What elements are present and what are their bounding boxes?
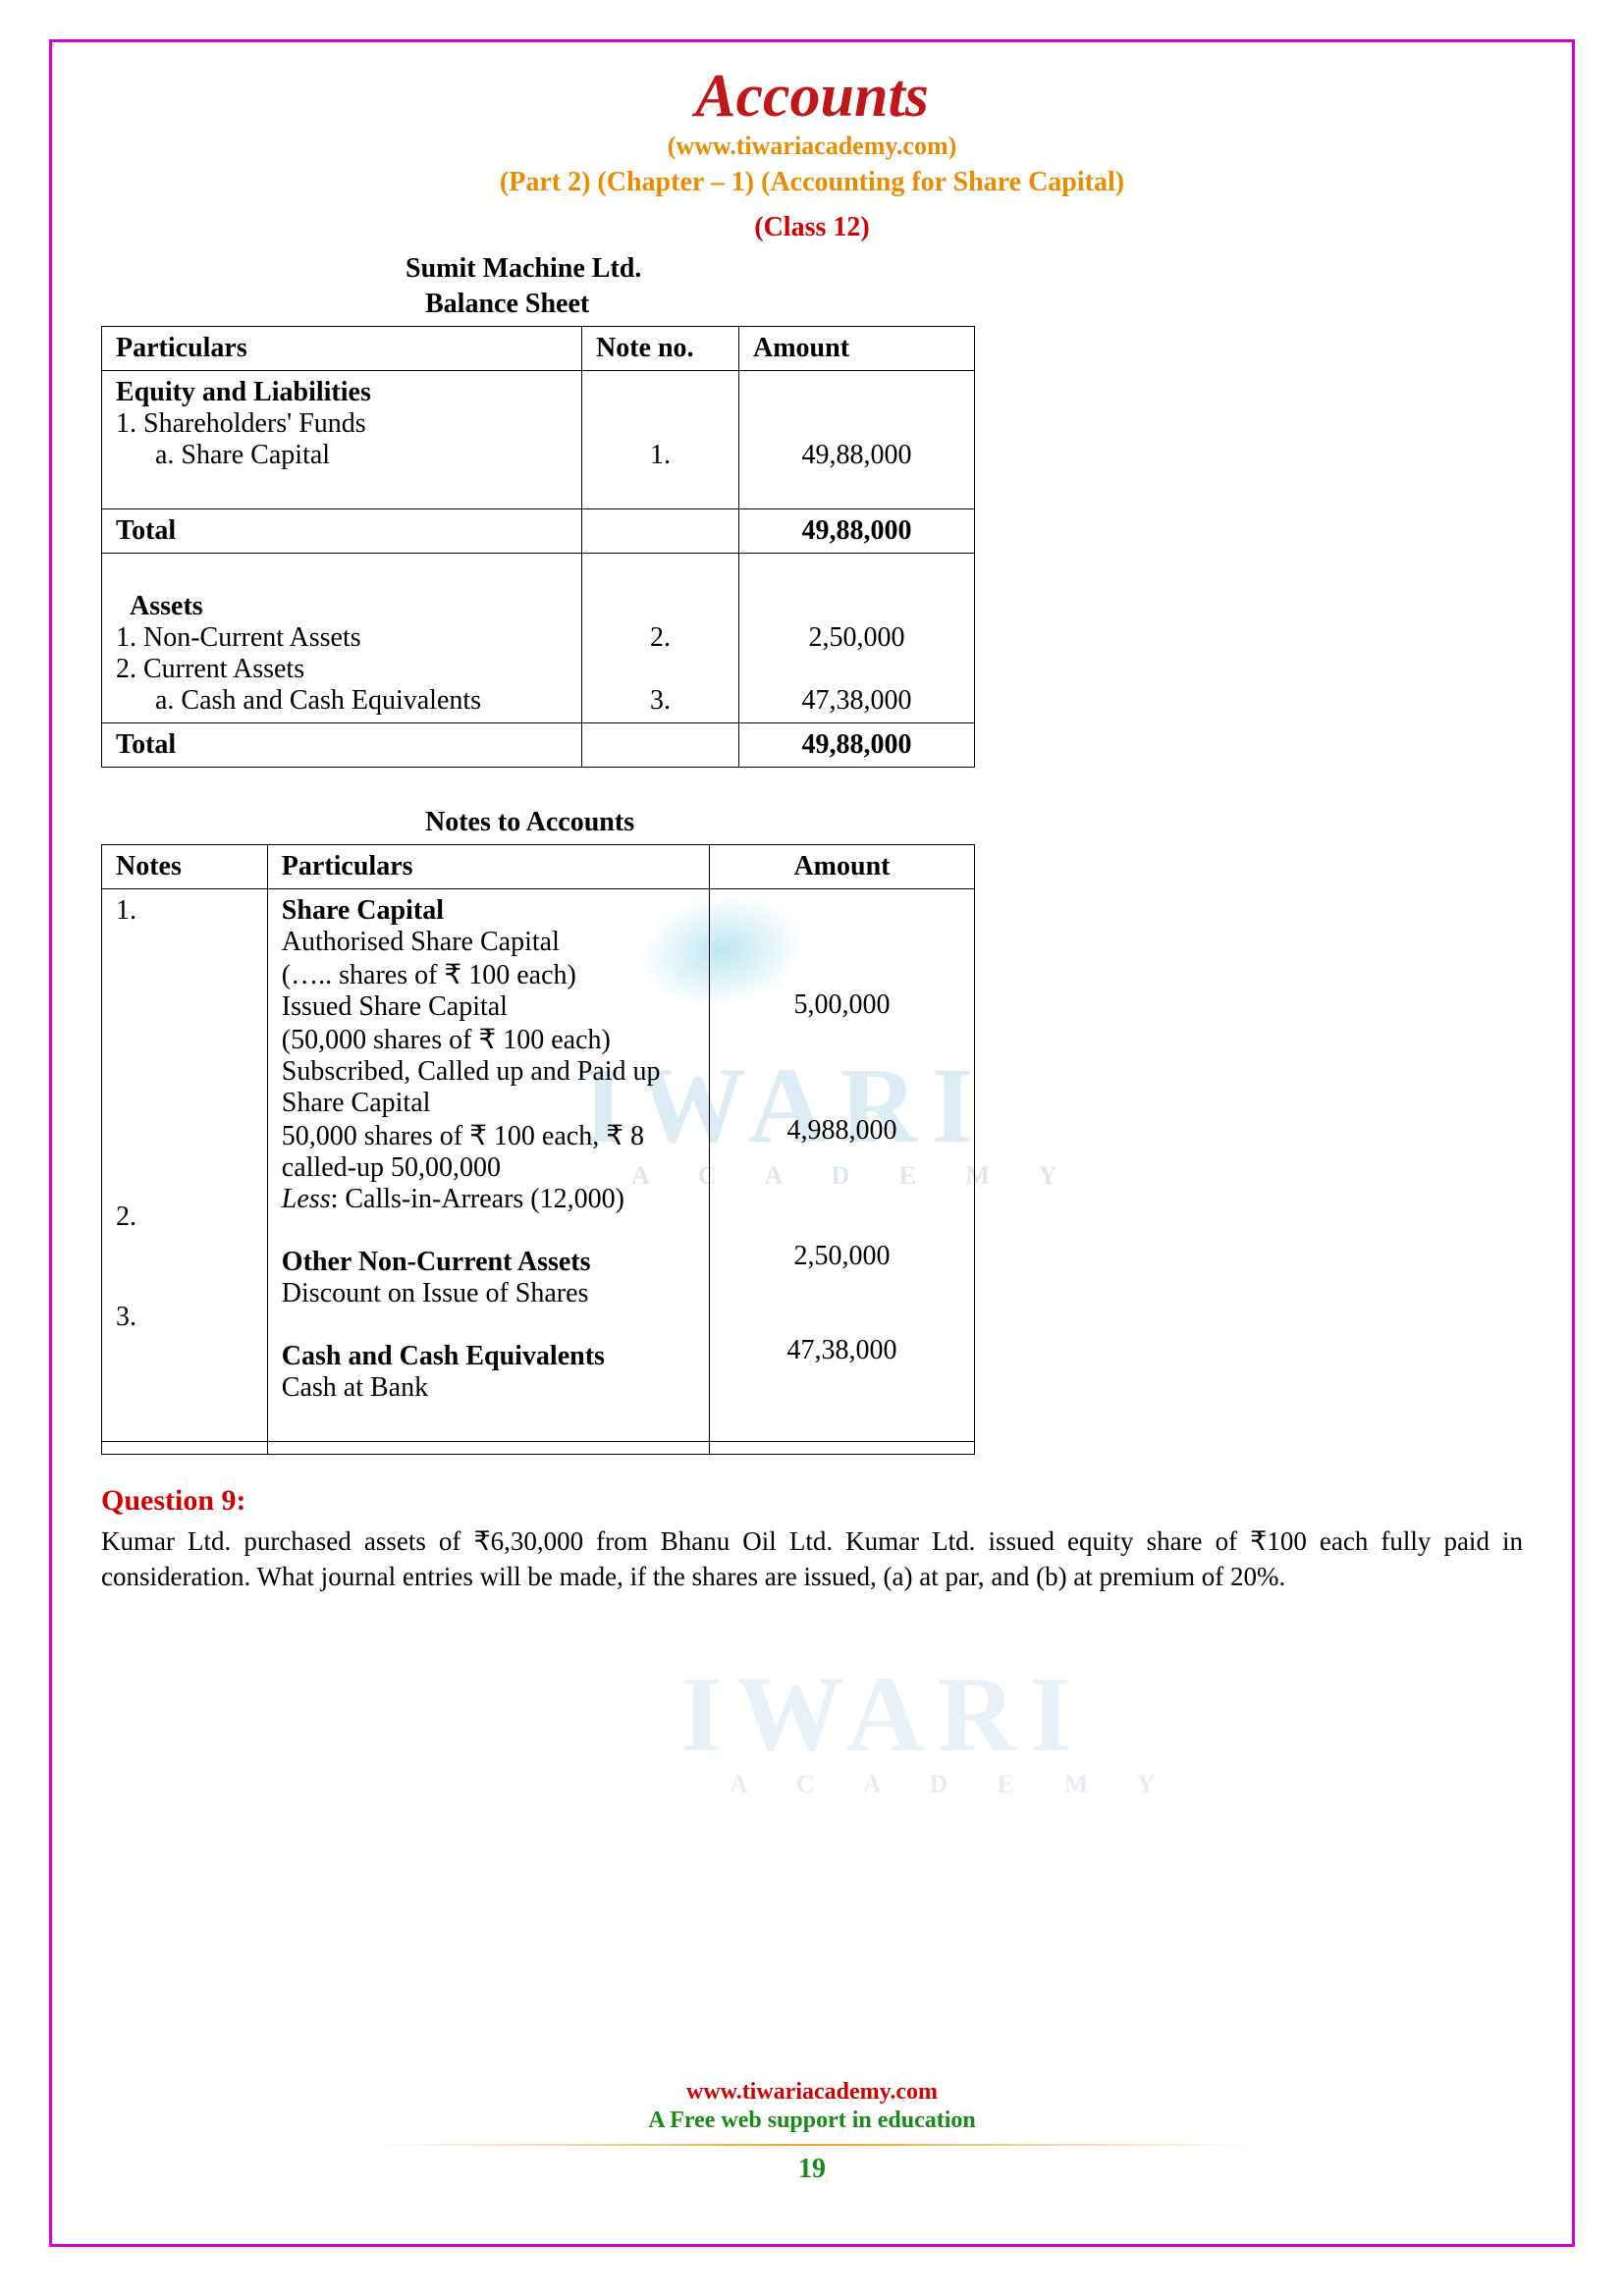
footer-tagline: A Free web support in education (52, 2108, 1572, 2134)
notes-col-particulars: Particulars (267, 845, 709, 889)
notes-heading: Notes to Accounts (425, 807, 1523, 838)
footer-link: www.tiwariacademy.com (52, 2079, 1572, 2106)
note1-num: 1. (116, 895, 253, 927)
header-link: (www.tiwariacademy.com) (72, 132, 1552, 161)
notes-table: Notes Particulars Amount 1. 2. 3. Share … (101, 844, 975, 1455)
balance-sheet-table: Particulars Note no. Amount Equity and L… (101, 326, 975, 768)
notes-col-amount: Amount (709, 845, 974, 889)
share-capital-label: a. Share Capital (116, 440, 330, 471)
note1-less-label: Less (282, 1184, 331, 1214)
total1-label: Total (102, 509, 582, 554)
note1-issued-amount: 5,00,000 (724, 989, 960, 1021)
non-current-note: 2. (596, 622, 725, 654)
question-text: Kumar Ltd. purchased assets of ₹6,30,000… (101, 1523, 1523, 1595)
watermark-brand-2: IWARI (680, 1652, 1085, 1777)
cash-equiv-note: 3. (596, 685, 725, 717)
non-current-amount: 2,50,000 (753, 622, 960, 654)
note3-amount: 47,38,000 (724, 1335, 960, 1366)
note2-amount: 2,50,000 (724, 1241, 960, 1272)
note3-num: 3. (116, 1302, 253, 1333)
note1-title: Share Capital (282, 895, 695, 927)
watermark-sub-2: A C A D E M Y (730, 1770, 1177, 1799)
class-label: (Class 12) (72, 212, 1552, 243)
total2-amount: 49,88,000 (739, 723, 975, 768)
page-title: Accounts (72, 62, 1552, 132)
footer-divider (370, 2144, 1254, 2146)
note1-issued-detail: (50,000 shares of ₹ 100 each) (282, 1023, 695, 1056)
header-subtitle: (Part 2) (Chapter – 1) (Accounting for S… (72, 167, 1552, 198)
note1-auth: Authorised Share Capital (282, 927, 695, 958)
total1-amount: 49,88,000 (739, 509, 975, 554)
note3-line: Cash at Bank (282, 1372, 695, 1404)
cash-equiv-label: a. Cash and Cash Equivalents (116, 685, 481, 717)
note1-subscribed-amount: 4,988,000 (724, 1115, 960, 1147)
col-note: Note no. (582, 327, 739, 371)
shareholders-funds: 1. Shareholders' Funds (116, 408, 568, 440)
note3-title: Cash and Cash Equivalents (282, 1341, 695, 1372)
col-amount: Amount (739, 327, 975, 371)
page-number: 19 (52, 2154, 1572, 2185)
note1-less-rest: : Calls-in-Arrears (12,000) (331, 1184, 624, 1214)
equity-heading: Equity and Liabilities (116, 377, 568, 408)
note1-issued: Issued Share Capital (282, 991, 695, 1023)
assets-heading: Assets (116, 591, 203, 622)
col-particulars: Particulars (102, 327, 582, 371)
note1-auth-detail: (….. shares of ₹ 100 each) (282, 958, 695, 991)
note2-title: Other Non-Current Assets (282, 1247, 695, 1278)
non-current-label: 1. Non-Current Assets (116, 622, 568, 654)
notes-col-notes: Notes (102, 845, 268, 889)
company-name: Sumit Machine Ltd. (406, 253, 1523, 285)
share-capital-amount: 49,88,000 (753, 440, 960, 471)
balance-sheet-heading: Balance Sheet (425, 289, 1523, 320)
total2-label: Total (102, 723, 582, 768)
note2-line: Discount on Issue of Shares (282, 1278, 695, 1309)
cash-equiv-amount: 47,38,000 (753, 685, 960, 717)
note2-num: 2. (116, 1201, 253, 1233)
question-title: Question 9: (101, 1484, 1523, 1518)
note1-subscribed: Subscribed, Called up and Paid up Share … (282, 1056, 695, 1119)
current-label: 2. Current Assets (116, 654, 568, 685)
share-capital-note: 1. (596, 440, 725, 471)
note1-subscribed-detail: 50,000 shares of ₹ 100 each, ₹ 8 called-… (282, 1119, 695, 1184)
